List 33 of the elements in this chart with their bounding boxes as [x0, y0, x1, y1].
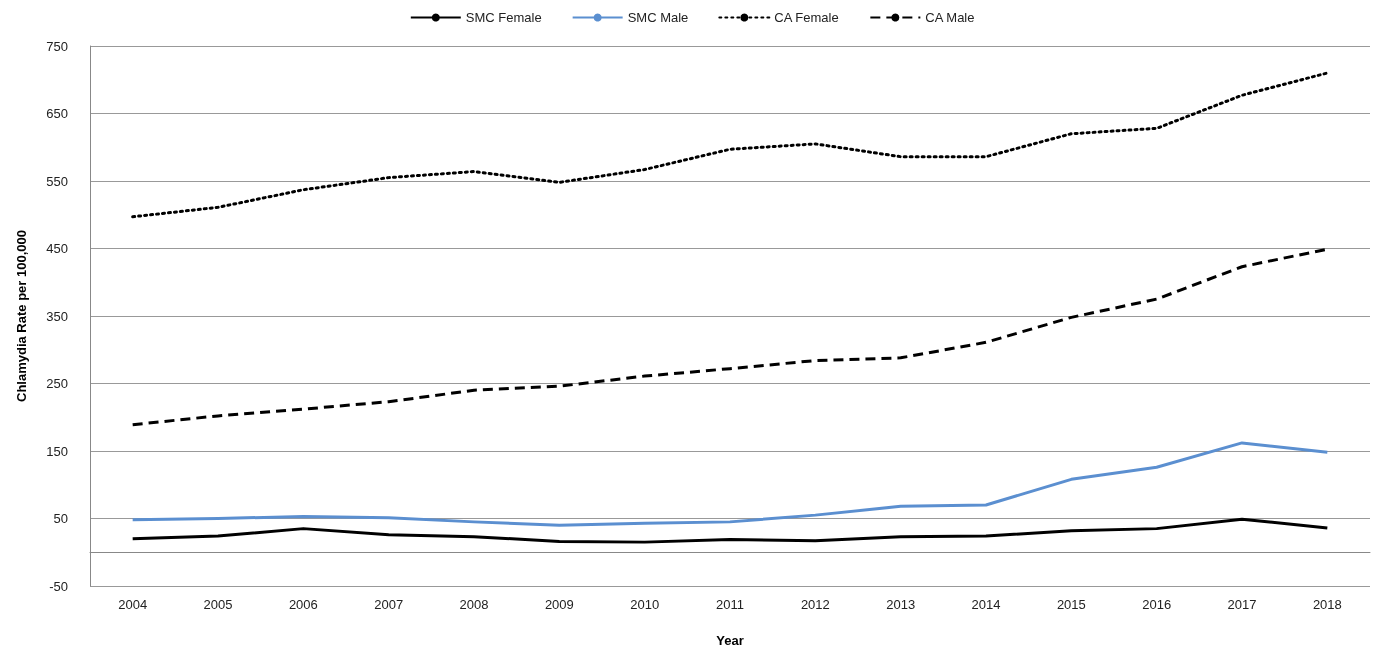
x-tick-label: 2006: [288, 597, 318, 612]
y-tick-label: 650: [46, 106, 68, 121]
y-tick-label: 750: [46, 38, 68, 54]
y-tick-label: 150: [46, 443, 68, 459]
y-tick-label: 50: [53, 511, 68, 526]
line-series: [131, 71, 1329, 219]
x-tick-label: 2009: [544, 597, 574, 612]
x-tick-label: 2007: [374, 597, 404, 612]
x-tick-label: 2018: [1312, 597, 1342, 612]
x-tick-label: 2011: [716, 597, 744, 612]
y-axis-title: Chlamydia Rate per 100,000: [14, 230, 29, 402]
legend-label: SMC Male: [627, 10, 689, 25]
x-tick-label: 2005: [203, 597, 233, 612]
y-tick-label: -50: [49, 578, 68, 594]
x-tick-label: 2012: [800, 597, 830, 612]
legend-label: SMC Female: [465, 10, 542, 25]
x-tick-label: 2008: [459, 597, 489, 612]
y-tick-label: 250: [46, 376, 68, 391]
x-tick-label: 2013: [886, 597, 916, 612]
x-tick-label: 2017: [1227, 597, 1257, 612]
y-tick-label: 550: [46, 173, 68, 189]
y-tick-label: 450: [46, 241, 68, 256]
x-tick-label: 2014: [971, 597, 1001, 612]
line-series: [131, 517, 1329, 544]
y-tick-label: 350: [46, 308, 68, 324]
legend-label: CA Female: [774, 10, 839, 25]
line-series: [131, 441, 1329, 527]
legend-label: CA Male: [925, 10, 975, 25]
x-tick-label: 2016: [1142, 597, 1172, 612]
x-tick-label: 2010: [630, 597, 660, 612]
x-axis-title: Year: [716, 633, 744, 648]
x-tick-label: 2004: [118, 597, 148, 612]
x-tick-label: 2015: [1056, 597, 1086, 612]
